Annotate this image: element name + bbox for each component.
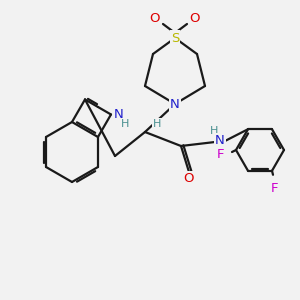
Text: O: O (184, 172, 194, 185)
Text: O: O (150, 11, 160, 25)
Text: N: N (170, 98, 180, 110)
Text: S: S (171, 32, 179, 44)
Text: F: F (216, 148, 224, 160)
Text: H: H (121, 119, 129, 130)
Text: H: H (153, 119, 161, 129)
Text: N: N (215, 134, 225, 148)
Text: F: F (270, 182, 278, 195)
Text: N: N (114, 108, 124, 121)
Text: H: H (210, 126, 218, 136)
Text: O: O (190, 11, 200, 25)
